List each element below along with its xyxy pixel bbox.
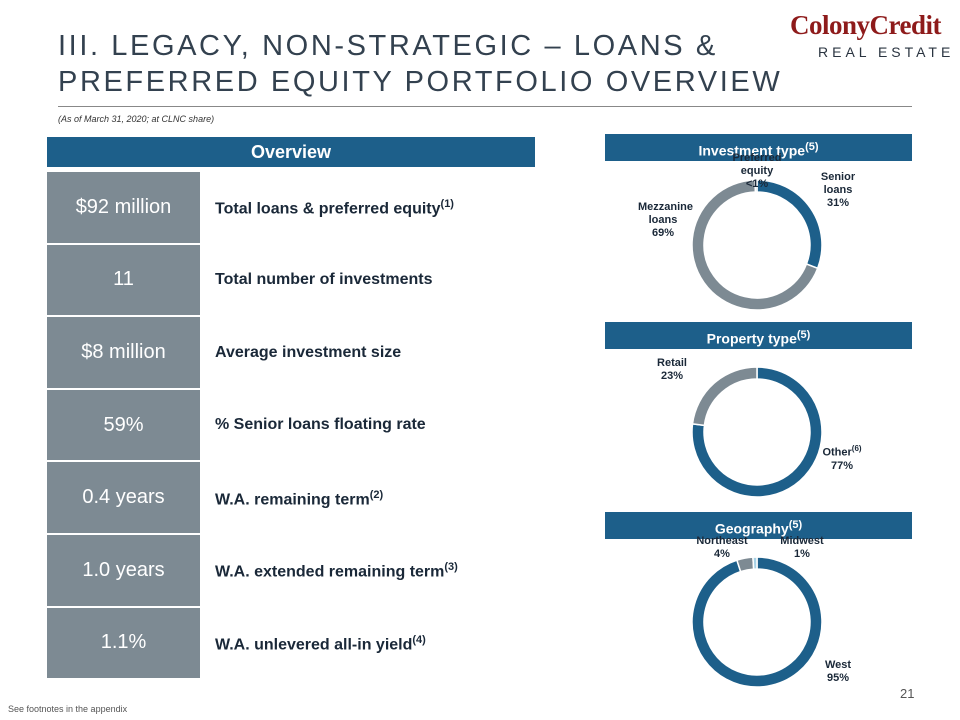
donut-segment [754,179,758,193]
slice-label: Northeast 4% [682,535,762,561]
slice-name: Mezzanine loans [638,201,693,227]
rule [58,106,912,107]
label-text: % Senior loans floating rate [215,416,426,434]
slice-value: 31% [826,197,850,209]
label-text: Total loans & preferred equity [215,200,441,218]
slice-label: Other(6) 77% [802,442,882,473]
slice-name: West [798,659,878,672]
metric-label: W.A. unlevered all-in yield(4) [215,634,426,654]
donut-segment [752,556,758,570]
label-text: W.A. extended remaining term [215,563,445,581]
slice-name: Retail [632,357,712,370]
slice-name-text: Other [822,446,852,459]
title-text: Geography [714,520,789,537]
chart-title: Geography(5) [605,512,912,539]
metric-label: Total loans & preferred equity(1) [215,198,454,218]
metric-value: 11 [47,244,200,316]
metric-value: 1.0 years [47,535,200,606]
title: III. LEGACY, NON-STRATEGIC – LOANS & [58,30,718,62]
metric-label: % Senior loans floating rate [215,416,426,434]
label-text: Total number of investments [215,270,433,288]
footnote-ref: (5) [805,141,819,153]
page-number: 21 [900,686,915,701]
chart-title: Property type(5) [605,322,912,349]
chart-title: Investment type(5) [605,134,912,161]
footnote-ref: (1) [440,198,454,211]
footnote-ref: (5) [788,519,803,531]
metric-value: $8 million [47,317,200,388]
metric-label: Total number of investments [215,271,433,289]
slice-label: West 95% [798,659,878,685]
metric-value: $92 million [47,172,200,243]
slice-name-text: Northeast [696,535,748,547]
slice-name-text: Preferred equity [732,152,782,177]
slice-value: 77% [830,459,854,472]
label-text: W.A. remaining term [215,491,370,509]
donut-segment [691,556,823,688]
slice-label: Retail 23% [632,357,712,383]
slice-label: Preferred equity <1% [717,152,797,191]
title-text: Property type [706,330,797,347]
slice-name-text: Retail [657,357,687,369]
footnote-ref: (2) [369,488,384,501]
title: PREFERRED EQUITY PORTFOLIO OVERVIEW [58,66,783,98]
metric-value: 1.1% [47,607,200,679]
donut-segment [691,366,758,427]
slice-label: Mezzanine loans 69% [638,201,693,240]
metric-value: 0.4 years [47,462,200,533]
slice-label: Senior loans 31% [813,171,863,210]
slice-name: Northeast [682,535,762,548]
slice-name: Preferred equity [717,152,797,178]
label-text: Average investment size [215,343,402,361]
slice-name-text: West [824,659,852,671]
metric-label: W.A. extended remaining term(3) [215,561,458,581]
logo: ColonyCredit [790,10,942,40]
slice-value: 95% [826,672,850,684]
footnote-ref: (3) [444,561,458,574]
subtitle: (As of March 31, 2020; at CLNC share) [58,114,215,124]
slice-value: 1% [794,548,810,560]
footnote-ref: (4) [412,633,426,646]
slice-name: Other(6) [802,442,882,460]
slice-name-text: Midwest [780,535,824,547]
slice-name: Midwest [762,535,842,548]
overview-header: Overview [47,137,535,167]
metric-label: W.A. remaining term(2) [215,489,383,509]
footnote-ref: (6) [851,444,862,453]
slice-value: <1% [745,178,769,190]
footnote-ref: (5) [796,329,811,341]
logo-sub: REAL ESTATE [818,44,955,60]
label-text: W.A. unlevered all-in yield [215,636,413,654]
slice-label: Midwest 1% [762,535,842,561]
slice-name-text: Mezzanine loans [638,201,694,226]
slice-name-text: Senior loans [820,171,856,196]
title-text: Investment type [698,142,806,159]
slice-name: Senior loans [813,171,863,197]
footnote: See footnotes in the appendix [8,704,128,714]
slice-value: 23% [660,370,684,382]
slice-value: 69% [651,227,675,239]
metric-label: Average investment size [215,344,401,362]
metric-value: 59% [47,389,200,461]
slice-value: 4% [714,548,730,560]
